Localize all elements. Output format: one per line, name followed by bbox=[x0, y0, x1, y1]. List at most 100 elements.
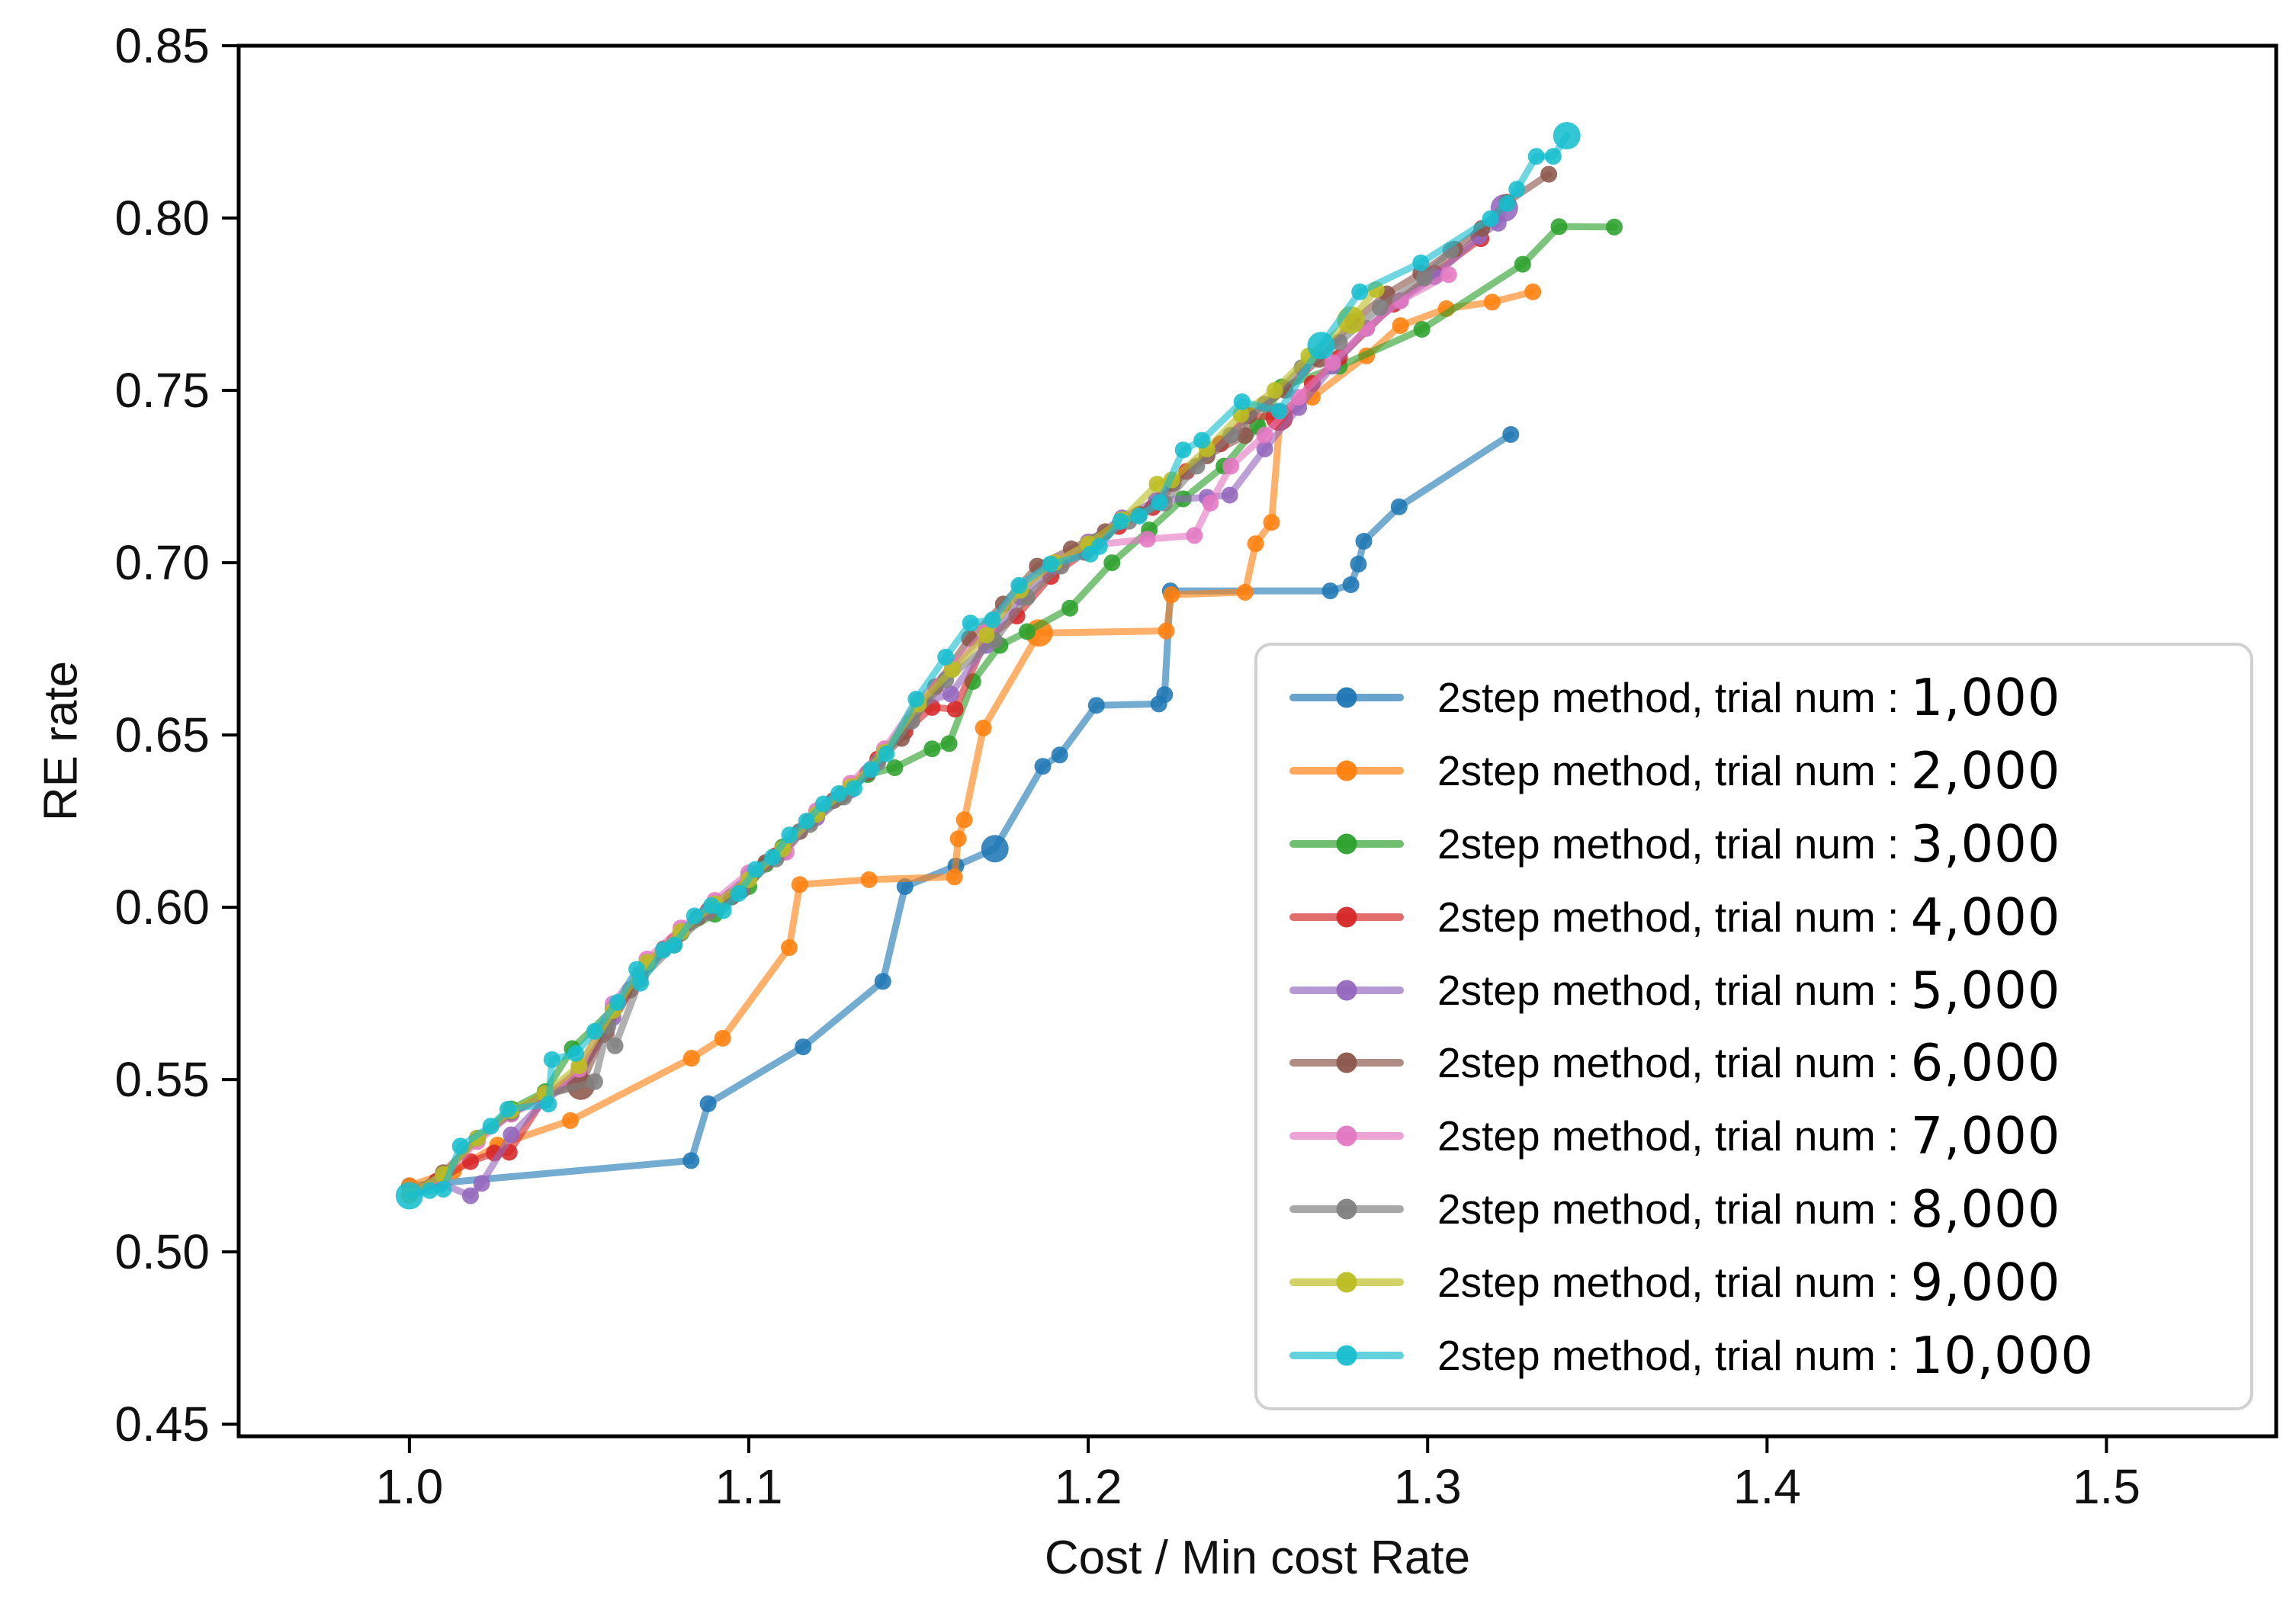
data-point bbox=[830, 784, 847, 802]
data-point bbox=[1544, 148, 1562, 165]
data-point bbox=[1550, 218, 1568, 236]
data-point bbox=[1019, 623, 1036, 640]
legend-item: 2step method, trial num : 5,000 bbox=[1273, 954, 2229, 1026]
data-point bbox=[1331, 333, 1348, 351]
data-point bbox=[814, 795, 832, 813]
legend-line-marker-icon bbox=[1289, 904, 1404, 930]
data-point bbox=[1270, 403, 1288, 420]
data-point bbox=[942, 685, 959, 703]
y-tick-label: 0.45 bbox=[114, 1397, 210, 1452]
legend-trial-count: 6,000 bbox=[1910, 1033, 2061, 1093]
data-point bbox=[1413, 321, 1431, 338]
data-point bbox=[1256, 440, 1273, 457]
data-point bbox=[462, 1187, 479, 1205]
data-point bbox=[944, 661, 962, 678]
data-point bbox=[1042, 555, 1059, 573]
data-point bbox=[886, 759, 904, 776]
data-point bbox=[1103, 554, 1121, 572]
legend-trial-count: 2,000 bbox=[1910, 740, 2061, 800]
data-point bbox=[503, 1126, 520, 1144]
data-point bbox=[586, 1022, 603, 1040]
legend-trial-count: 5,000 bbox=[1910, 960, 2061, 1020]
y-axis-title: RE rate bbox=[34, 660, 88, 822]
data-point bbox=[1148, 476, 1166, 492]
data-point bbox=[1514, 255, 1531, 273]
data-point bbox=[962, 614, 979, 632]
legend-dot-icon bbox=[1336, 1272, 1357, 1293]
data-point bbox=[1482, 210, 1499, 227]
data-point bbox=[1307, 332, 1335, 360]
data-point bbox=[1324, 354, 1341, 371]
data-point bbox=[1540, 165, 1558, 183]
legend-dot-icon bbox=[1336, 833, 1357, 855]
data-point bbox=[1174, 441, 1192, 459]
data-point bbox=[561, 1112, 579, 1129]
data-point bbox=[1112, 512, 1129, 530]
legend-label: 2step method, trial num : bbox=[1437, 673, 1911, 721]
legend-line-marker-icon bbox=[1289, 1123, 1404, 1149]
data-point bbox=[1412, 254, 1430, 271]
legend-item: 2step method, trial num : 6,000 bbox=[1273, 1027, 2229, 1099]
legend-line-marker-icon bbox=[1289, 758, 1404, 784]
data-point bbox=[1090, 537, 1108, 555]
legend-line-marker-icon bbox=[1289, 977, 1404, 1003]
data-point bbox=[1350, 555, 1367, 573]
data-point bbox=[946, 701, 964, 718]
data-point bbox=[1151, 494, 1168, 511]
y-tick-label: 0.55 bbox=[114, 1052, 210, 1107]
y-tick-label: 0.70 bbox=[114, 535, 210, 590]
data-point bbox=[937, 648, 955, 666]
series-10000 bbox=[395, 122, 1581, 1210]
legend-dot-icon bbox=[1336, 1198, 1357, 1220]
data-point bbox=[981, 835, 1009, 863]
legend-trial-count: 7,000 bbox=[1910, 1106, 2061, 1166]
data-point bbox=[907, 691, 925, 708]
data-point bbox=[764, 849, 782, 866]
data-point bbox=[1051, 746, 1068, 764]
data-point bbox=[730, 885, 747, 902]
data-point bbox=[1034, 758, 1052, 775]
data-point bbox=[1221, 486, 1238, 504]
data-point bbox=[451, 1137, 469, 1155]
data-point bbox=[781, 826, 798, 844]
data-point bbox=[781, 939, 798, 956]
legend-dot-icon bbox=[1336, 906, 1357, 928]
data-point bbox=[1371, 299, 1389, 316]
data-point bbox=[473, 1175, 490, 1192]
legend-dot-icon bbox=[1336, 1345, 1357, 1366]
data-point bbox=[955, 811, 973, 829]
legend-label: 2step method, trial num : bbox=[1437, 1259, 1911, 1307]
data-point bbox=[1156, 686, 1174, 704]
data-point bbox=[1502, 425, 1520, 443]
data-point bbox=[984, 611, 1001, 629]
data-point bbox=[946, 868, 963, 886]
data-point bbox=[1263, 514, 1280, 531]
data-point bbox=[1553, 122, 1581, 149]
data-point bbox=[1440, 266, 1457, 284]
x-tick-label: 1.2 bbox=[1055, 1459, 1122, 1514]
legend-dot-icon bbox=[1336, 1125, 1357, 1147]
legend-label: 2step method, trial num : bbox=[1437, 1039, 1911, 1087]
data-point bbox=[686, 907, 703, 925]
legend-dot-icon bbox=[1336, 687, 1357, 708]
data-point bbox=[1392, 317, 1409, 335]
legend-item: 2step method, trial num : 4,000 bbox=[1273, 881, 2229, 953]
data-point bbox=[1236, 583, 1254, 601]
x-axis: 1.0 1.1 1.2 1.3 1.4 1.5 bbox=[375, 1436, 2140, 1514]
x-tick-label: 1.1 bbox=[715, 1459, 783, 1514]
x-tick-label: 1.3 bbox=[1394, 1459, 1462, 1514]
data-point bbox=[421, 1182, 438, 1199]
series-line bbox=[406, 132, 1571, 1199]
legend-line-marker-icon bbox=[1289, 1269, 1404, 1295]
legend-item: 2step method, trial num : 8,000 bbox=[1273, 1173, 2229, 1245]
legend-trial-count: 4,000 bbox=[1910, 887, 2061, 947]
legend-line-marker-icon bbox=[1289, 1196, 1404, 1222]
data-point bbox=[435, 1180, 452, 1198]
legend-trial-count: 8,000 bbox=[1910, 1179, 2061, 1240]
data-point bbox=[975, 720, 992, 736]
y-tick-label: 0.75 bbox=[114, 363, 210, 418]
data-point bbox=[1508, 181, 1526, 198]
data-point bbox=[747, 861, 764, 878]
data-point bbox=[923, 740, 941, 758]
